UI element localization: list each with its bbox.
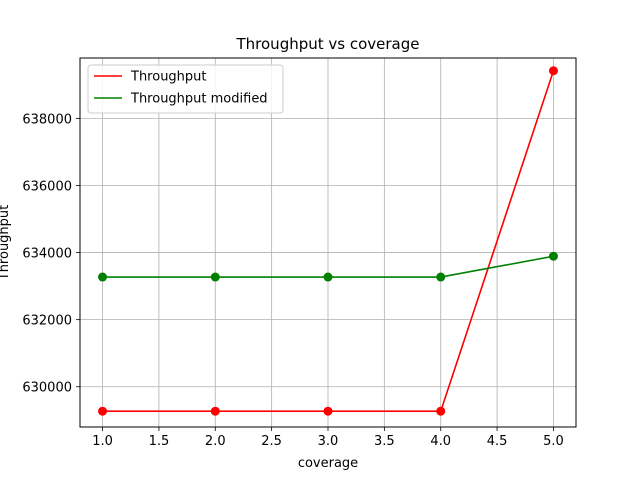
data-point [548,251,558,261]
y-axis-label: Throughput [0,205,12,282]
data-point [436,272,446,282]
data-point [548,66,558,76]
data-point [210,406,220,416]
chart-title: Throughput vs coverage [236,35,420,53]
x-tick-label: 1.5 [149,434,170,449]
x-tick-label: 4.0 [430,434,451,449]
x-tick-label: 3.5 [374,434,395,449]
x-tick-label: 1.0 [92,434,113,449]
series-layer [98,66,558,416]
legend-label: Throughput [130,70,207,85]
legend-label: Throughput modified [130,92,268,107]
x-axis-ticks: 1.0 1.5 2.0 2.5 3.0 3.5 4.0 4.5 5.0 [92,427,564,449]
y-tick-label: 630000 [22,381,72,396]
x-tick-label: 4.5 [487,434,508,449]
x-axis-label: coverage [298,456,358,471]
data-point [98,406,108,416]
y-axis-ticks: 630000 632000 634000 636000 638000 [22,112,80,396]
data-point [210,272,220,282]
y-tick-label: 634000 [22,247,72,262]
y-tick-label: 632000 [22,314,72,329]
data-point [98,272,108,282]
y-tick-label: 638000 [22,112,72,127]
legend: Throughput Throughput modified [87,64,284,114]
data-point [436,406,446,416]
y-tick-label: 636000 [22,179,72,194]
x-tick-label: 2.0 [205,434,226,449]
data-point [323,406,333,416]
data-point [323,272,333,282]
x-tick-label: 5.0 [543,434,564,449]
x-tick-label: 3.0 [318,434,339,449]
grid [80,58,576,427]
x-tick-label: 2.5 [261,434,282,449]
legend-box [87,64,284,114]
